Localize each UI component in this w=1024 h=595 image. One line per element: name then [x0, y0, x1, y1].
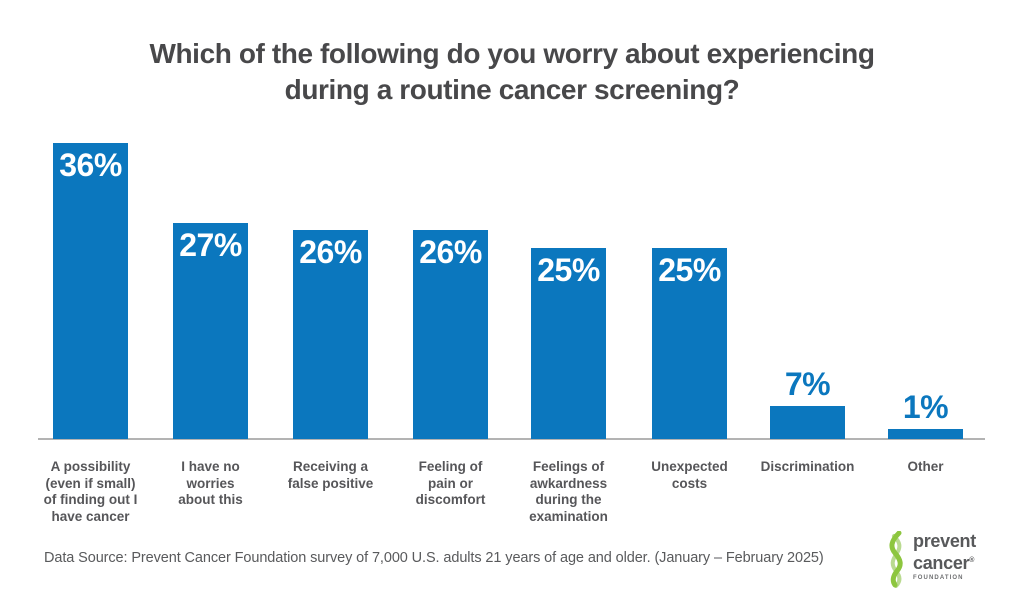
- logo-word-prevent: prevent: [913, 531, 976, 551]
- bar: [652, 248, 727, 439]
- category-label: Feelings of awkardness during the examin…: [529, 459, 608, 524]
- bar-value-label: 27%: [179, 227, 242, 263]
- logo-word-foundation: FOUNDATION: [913, 575, 964, 581]
- bar-value-label: 25%: [537, 252, 600, 288]
- category-label: Discrimination: [760, 459, 855, 474]
- bar: [888, 429, 963, 439]
- bar-value-label: 26%: [419, 234, 482, 270]
- bar-value-label: 1%: [902, 389, 949, 425]
- bar: [53, 143, 128, 439]
- category-label: Unexpected costs: [651, 459, 728, 491]
- bar-value-label: 25%: [658, 252, 721, 288]
- category-label: A possibility (even if small) of finding…: [43, 459, 138, 524]
- bar: [173, 223, 248, 439]
- bar: [413, 230, 488, 439]
- logo-text: prevent cancer® FOUNDATION: [913, 531, 976, 582]
- data-source-note: Data Source: Prevent Cancer Foundation s…: [44, 550, 824, 566]
- category-label: Receiving a false positive: [287, 459, 374, 491]
- registered-trademark-symbol: ®: [969, 557, 975, 564]
- prevent-cancer-foundation-logo: prevent cancer® FOUNDATION: [884, 529, 1018, 591]
- bar-value-label: 26%: [299, 234, 362, 270]
- bar: [531, 248, 606, 439]
- bar-value-label: 7%: [784, 366, 831, 402]
- green-ribbon-icon: [889, 531, 903, 588]
- chart-title: Which of the following do you worry abou…: [149, 38, 875, 105]
- x-axis-line: [38, 438, 985, 440]
- category-label: I have no worries about this: [178, 459, 243, 507]
- bar-value-label: 36%: [59, 147, 122, 183]
- category-label: Other: [907, 459, 944, 474]
- bar: [293, 230, 368, 439]
- category-label: Feeling of pain or discomfort: [415, 459, 486, 507]
- bar: [770, 406, 845, 439]
- logo-word-cancer: cancer®: [913, 553, 975, 573]
